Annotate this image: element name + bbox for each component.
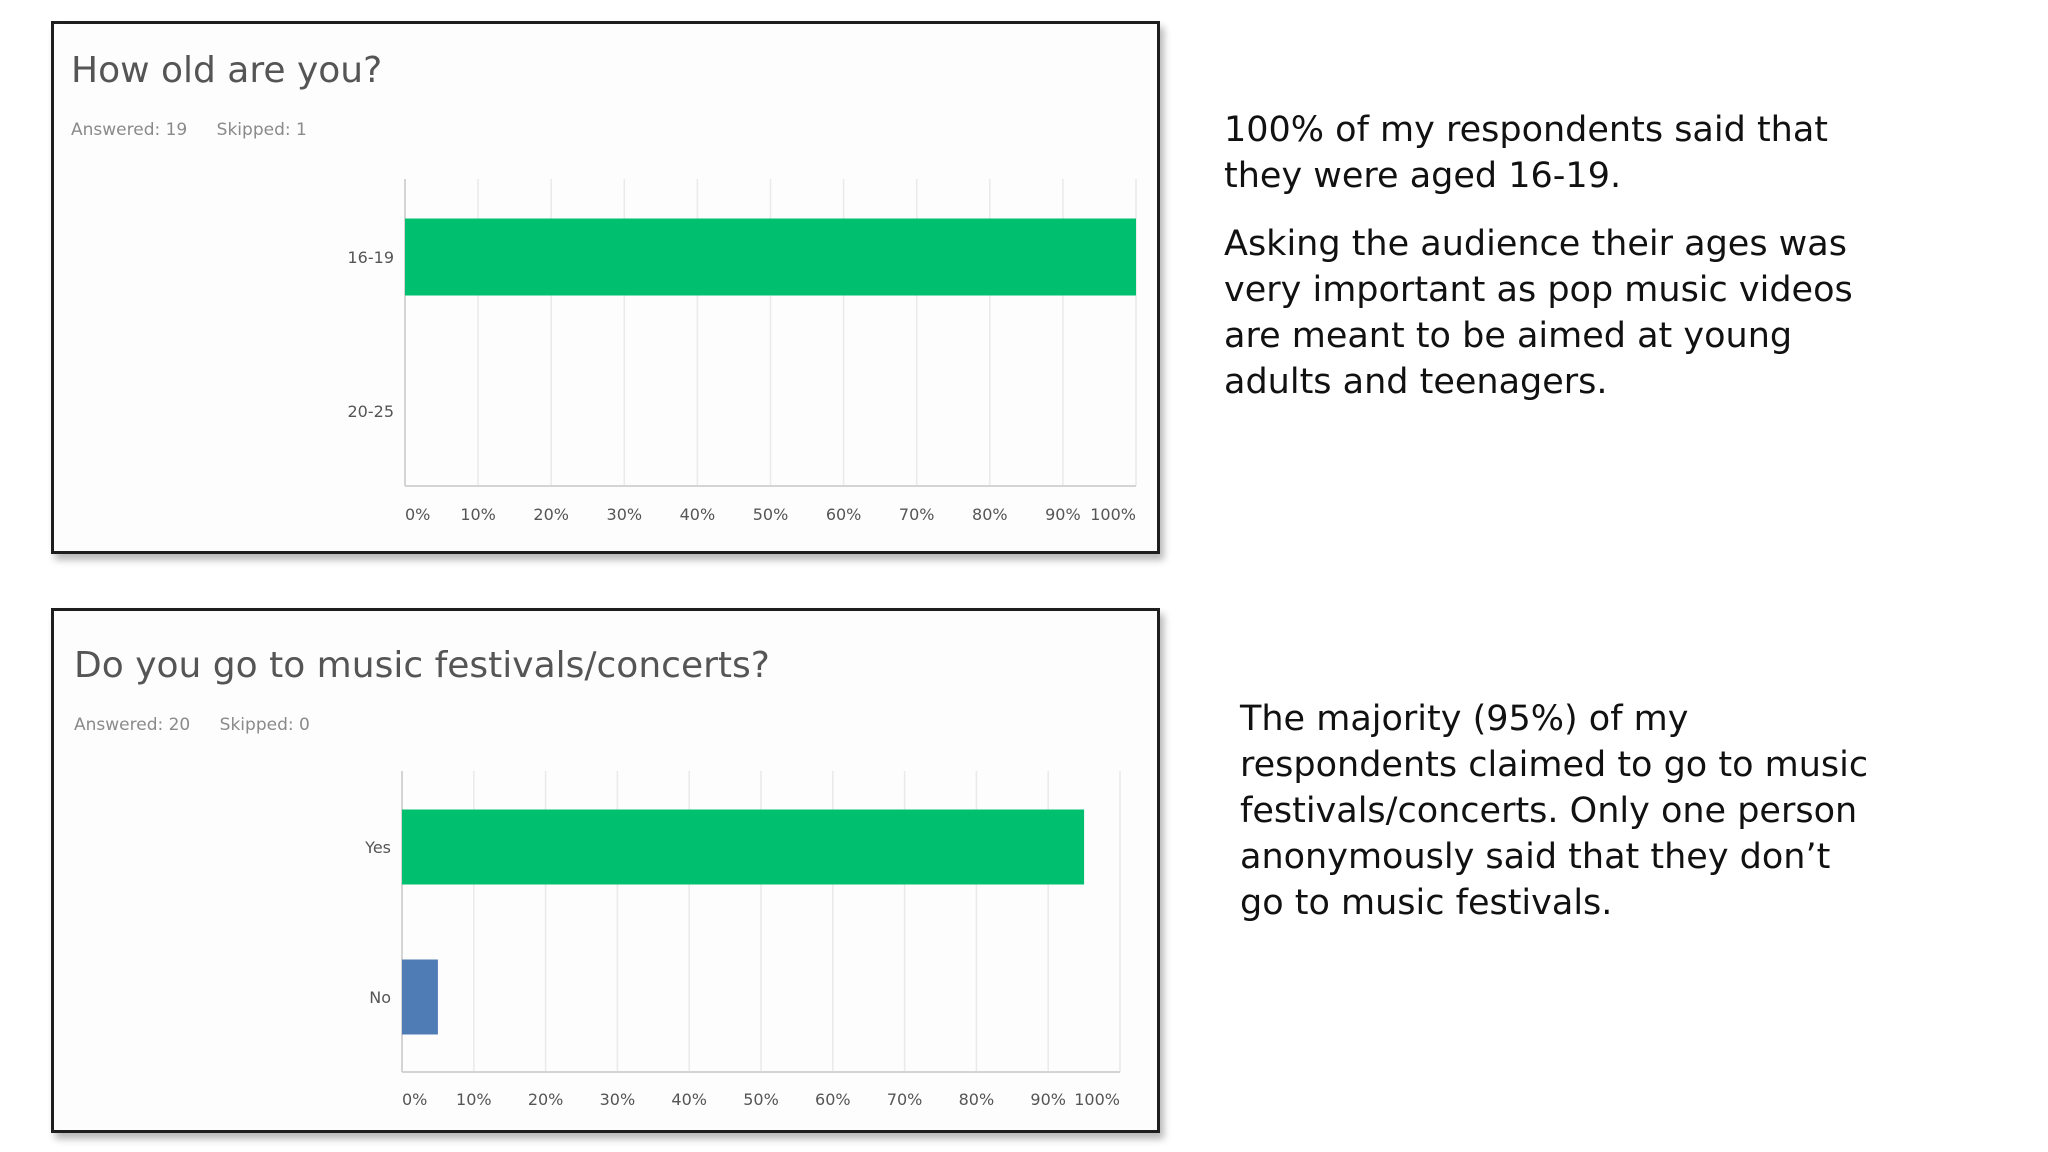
x-tick-label: 80%: [972, 505, 1008, 524]
x-tick-label: 70%: [899, 505, 935, 524]
x-tick-label: 30%: [600, 1090, 636, 1109]
commentary-paragraph: 100% of my respondents said that they we…: [1224, 110, 1829, 196]
question-title: How old are you?: [71, 50, 383, 91]
x-tick-label: 0%: [402, 1090, 427, 1109]
category-label: No: [369, 988, 391, 1007]
x-tick-label: 30%: [607, 505, 643, 524]
x-tick-label: 60%: [815, 1090, 851, 1109]
x-tick-label: 70%: [887, 1090, 923, 1109]
x-tick-label: 100%: [1090, 505, 1136, 524]
category-label: Yes: [364, 838, 391, 857]
x-tick-label: 90%: [1045, 505, 1081, 524]
survey-panel-age: How old are you? Answered: 19 Skipped: 1…: [51, 21, 1160, 554]
x-tick-label: 50%: [743, 1090, 779, 1109]
x-tick-label: 10%: [460, 505, 496, 524]
answered-count: Answered: 19: [71, 120, 188, 140]
skipped-count: Skipped: 1: [216, 120, 307, 140]
x-tick-label: 10%: [456, 1090, 492, 1109]
category-label: 20-25: [348, 402, 395, 421]
category-label: 16-19: [348, 248, 395, 267]
festival-bar-chart: 0% 10% 20% 30% 40% 50% 60% 70% 80% 90% 100% Yes No: [364, 771, 1121, 1109]
x-tick-label: 40%: [671, 1090, 707, 1109]
answered-count: Answered: 20: [74, 715, 191, 735]
response-stats: Answered: 20 Skipped: 0: [74, 715, 334, 735]
x-tick-label: 0%: [405, 505, 430, 524]
x-tick-label: 20%: [528, 1090, 564, 1109]
bar: [402, 959, 438, 1035]
age-bar-chart: 0% 10% 20% 30% 40% 50% 60% 70% 80% 90% 100% 16-19 20…: [348, 179, 1137, 524]
commentary-paragraph: Asking the audience their ages was very …: [1224, 224, 1853, 402]
festival-commentary: The majority (95%) of my respondents cla…: [1240, 696, 1880, 948]
x-tick-label: 40%: [680, 505, 716, 524]
bar: [402, 809, 1085, 885]
survey-panel-festivals: Do you go to music festivals/concerts? A…: [51, 608, 1160, 1133]
skipped-count: Skipped: 0: [219, 715, 310, 735]
x-tick-label: 60%: [826, 505, 862, 524]
response-stats: Answered: 19 Skipped: 1: [71, 120, 331, 140]
x-tick-label: 90%: [1030, 1090, 1066, 1109]
question-title: Do you go to music festivals/concerts?: [74, 645, 770, 686]
age-commentary: 100% of my respondents said that they we…: [1224, 107, 1864, 427]
x-tick-label: 100%: [1074, 1090, 1120, 1109]
bar: [405, 218, 1136, 296]
x-tick-label: 50%: [753, 505, 789, 524]
x-tick-label: 20%: [533, 505, 569, 524]
commentary-paragraph: The majority (95%) of my respondents cla…: [1240, 699, 1869, 923]
x-tick-label: 80%: [959, 1090, 995, 1109]
